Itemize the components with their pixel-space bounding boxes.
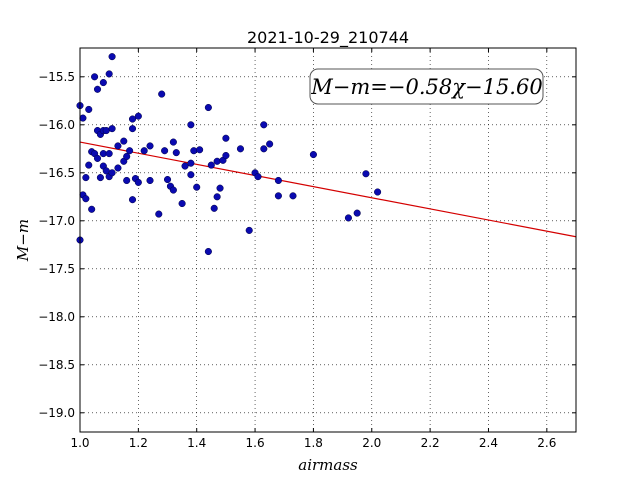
data-point bbox=[155, 210, 163, 218]
data-point bbox=[96, 174, 104, 182]
fit-annotation-box bbox=[309, 68, 544, 105]
fit-annotation-text: M−m=−0.58χ−15.60 bbox=[310, 75, 542, 99]
data-point bbox=[85, 161, 93, 169]
data-point bbox=[245, 226, 253, 234]
data-point bbox=[196, 146, 204, 154]
data-point bbox=[158, 90, 166, 98]
data-point bbox=[187, 171, 195, 179]
data-point bbox=[123, 176, 131, 185]
data-point bbox=[114, 142, 122, 150]
data-point bbox=[274, 176, 282, 185]
data-points bbox=[76, 53, 382, 256]
data-point bbox=[105, 70, 113, 78]
data-point bbox=[309, 151, 317, 159]
data-point bbox=[82, 174, 90, 182]
data-point bbox=[108, 125, 116, 133]
data-point bbox=[123, 152, 131, 161]
x-tick-label: 2.6 bbox=[537, 436, 556, 450]
plot-frame bbox=[79, 47, 577, 433]
fit-line-group bbox=[79, 141, 577, 238]
data-point bbox=[266, 140, 274, 148]
data-point bbox=[88, 205, 96, 213]
data-point bbox=[134, 112, 142, 120]
data-point bbox=[99, 79, 107, 87]
data-point bbox=[353, 209, 361, 217]
data-point bbox=[187, 121, 195, 129]
y-tick-label: −16.0 bbox=[38, 118, 75, 132]
data-point bbox=[213, 157, 221, 165]
data-point bbox=[260, 121, 268, 129]
data-point bbox=[79, 114, 87, 122]
data-point bbox=[169, 186, 177, 194]
data-point bbox=[108, 53, 116, 61]
data-point bbox=[207, 161, 215, 169]
fit-annotation: M−m=−0.58χ−15.60 bbox=[309, 68, 544, 105]
x-tick-label: 1.8 bbox=[304, 436, 323, 450]
data-point bbox=[91, 73, 99, 81]
data-point bbox=[274, 192, 282, 200]
y-tick-label: −15.5 bbox=[38, 70, 75, 84]
data-point bbox=[169, 138, 177, 146]
data-point bbox=[187, 159, 195, 167]
data-point bbox=[140, 147, 148, 155]
data-point bbox=[126, 147, 134, 155]
data-point bbox=[289, 192, 297, 200]
x-tick-label: 2.2 bbox=[421, 436, 440, 450]
chart-title: 2021-10-29_210744 bbox=[247, 28, 409, 48]
data-point bbox=[108, 169, 116, 177]
data-point bbox=[213, 193, 221, 201]
x-tick-label: 1.0 bbox=[70, 436, 89, 450]
data-point bbox=[93, 154, 102, 162]
data-point bbox=[222, 134, 230, 142]
data-point bbox=[85, 105, 93, 113]
data-point bbox=[128, 115, 137, 123]
data-point bbox=[172, 149, 180, 157]
grid bbox=[79, 48, 576, 432]
data-point bbox=[362, 170, 370, 178]
data-point bbox=[134, 178, 142, 186]
data-point bbox=[146, 176, 154, 185]
data-point bbox=[146, 142, 154, 150]
y-tick-label: −18.5 bbox=[38, 358, 75, 372]
x-tick-label: 2.4 bbox=[479, 436, 498, 450]
y-tick-label: −17.0 bbox=[38, 214, 75, 228]
data-point bbox=[163, 175, 172, 184]
data-point bbox=[236, 145, 245, 153]
data-point bbox=[204, 247, 212, 256]
y-tick-label: −16.5 bbox=[38, 166, 75, 180]
data-point bbox=[204, 103, 212, 112]
data-point bbox=[178, 199, 186, 208]
data-point bbox=[344, 214, 352, 222]
x-tick-label: 1.2 bbox=[129, 436, 148, 450]
x-tick-label: 1.6 bbox=[246, 436, 265, 450]
y-tick-label: −17.5 bbox=[38, 262, 75, 276]
y-tick-label: −18.0 bbox=[38, 310, 75, 324]
data-point bbox=[161, 147, 169, 155]
data-point bbox=[128, 196, 137, 204]
y-tick-label: −19.0 bbox=[38, 406, 75, 420]
data-point bbox=[93, 85, 102, 93]
data-point bbox=[254, 173, 262, 181]
data-point bbox=[216, 184, 224, 192]
data-point bbox=[105, 150, 113, 158]
data-point bbox=[190, 147, 198, 155]
data-point bbox=[120, 137, 128, 145]
data-point bbox=[193, 183, 201, 191]
data-point bbox=[222, 151, 230, 160]
x-tick-label: 2.0 bbox=[362, 436, 381, 450]
data-point bbox=[374, 188, 382, 196]
data-point bbox=[114, 164, 122, 172]
data-point bbox=[181, 162, 189, 170]
data-point bbox=[210, 204, 218, 212]
data-point bbox=[82, 195, 90, 203]
x-tick-label: 1.4 bbox=[187, 436, 206, 450]
x-axis-label: airmass bbox=[298, 456, 358, 474]
data-point bbox=[128, 125, 137, 133]
y-axis-label: M−m bbox=[14, 219, 32, 262]
data-point bbox=[260, 145, 268, 153]
axis-ticks: 1.0 1.2 1.4 1.6 1.8 2.0 2.2 2.4 2.6 −15.5 −16.0 −16… bbox=[38, 48, 576, 450]
fit-line bbox=[79, 141, 577, 238]
